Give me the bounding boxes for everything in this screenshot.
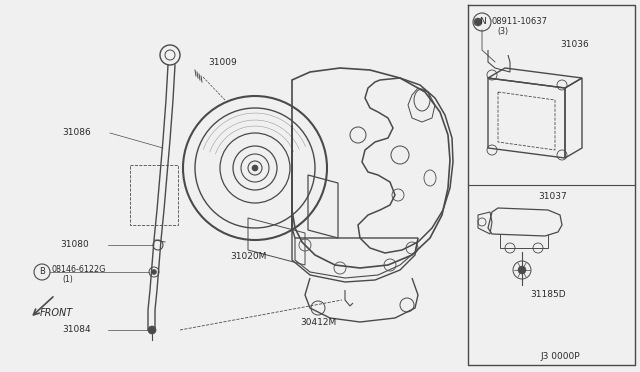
Text: (3): (3) <box>497 27 508 36</box>
Text: FRONT: FRONT <box>40 308 73 318</box>
Text: 31185D: 31185D <box>530 290 566 299</box>
Bar <box>130 165 178 225</box>
Text: 31009: 31009 <box>208 58 237 67</box>
Text: 08911-10637: 08911-10637 <box>492 17 548 26</box>
Text: 31020M: 31020M <box>230 252 266 261</box>
Circle shape <box>518 266 526 274</box>
Text: (1): (1) <box>62 275 73 284</box>
Text: 30412M: 30412M <box>300 318 336 327</box>
Circle shape <box>474 18 482 26</box>
Text: 31080: 31080 <box>60 240 89 249</box>
Text: N: N <box>479 17 485 26</box>
Text: J3 0000P: J3 0000P <box>540 352 580 361</box>
Text: 31036: 31036 <box>560 40 589 49</box>
Text: 31084: 31084 <box>62 325 91 334</box>
Text: B: B <box>39 267 45 276</box>
Circle shape <box>152 269 157 275</box>
Text: 08146-6122G: 08146-6122G <box>52 265 106 274</box>
Text: 31086: 31086 <box>62 128 91 137</box>
Circle shape <box>252 165 258 171</box>
Text: 31037: 31037 <box>538 192 567 201</box>
Circle shape <box>148 326 156 334</box>
